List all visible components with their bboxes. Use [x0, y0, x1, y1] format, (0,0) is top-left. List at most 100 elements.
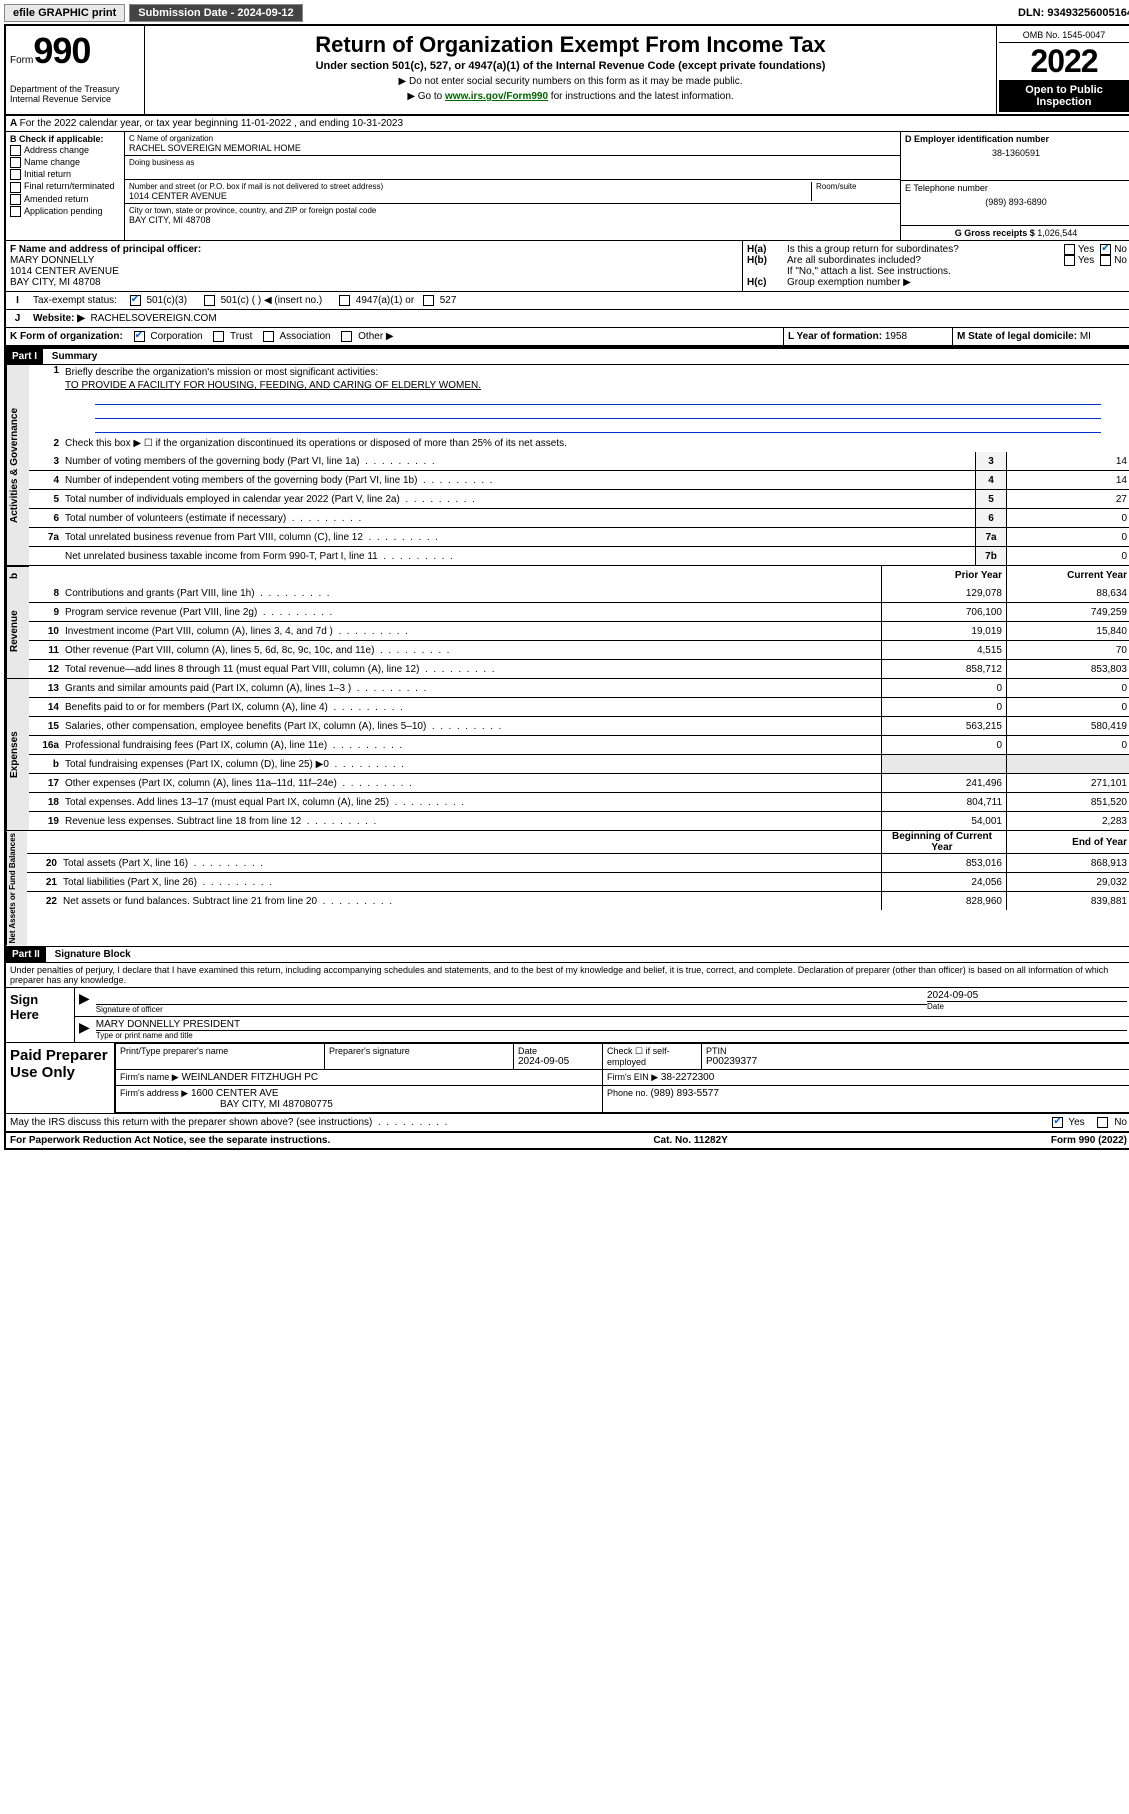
footer-right: Form 990 (2022)	[1051, 1135, 1127, 1146]
form-title: Return of Organization Exempt From Incom…	[153, 32, 988, 58]
may-yes[interactable]	[1052, 1117, 1063, 1128]
chk-4947[interactable]	[339, 295, 350, 306]
form-note-2: ▶ Go to www.irs.gov/Form990 for instruct…	[153, 91, 988, 102]
prep-date: 2024-09-05	[518, 1056, 598, 1067]
col-header-row: b Prior Year Current Year	[6, 565, 1129, 584]
summary-line: 19Revenue less expenses. Subtract line 1…	[29, 812, 1129, 830]
footer-center: Cat. No. 11282Y	[653, 1135, 727, 1146]
chk-corp[interactable]	[134, 331, 145, 342]
top-bar: efile GRAPHIC print Submission Date - 20…	[4, 4, 1129, 22]
chk-initial-return[interactable]: Initial return	[10, 169, 120, 180]
open-public-badge: Open to Public Inspection	[999, 80, 1129, 112]
subdate-value: 2024-09-12	[237, 7, 293, 19]
gross-receipts-cell: G Gross receipts $ 1,026,544	[901, 226, 1129, 240]
chk-amended-return[interactable]: Amended return	[10, 194, 120, 205]
firm-addr2: BAY CITY, MI 487080775	[220, 1099, 333, 1110]
form-header: Form990 Department of the Treasury Inter…	[6, 26, 1129, 116]
may-discuss-row: May the IRS discuss this return with the…	[6, 1114, 1129, 1131]
ha-yes[interactable]	[1064, 244, 1075, 255]
form-subtitle: Under section 501(c), 527, or 4947(a)(1)…	[153, 60, 988, 72]
summary-line: 5Total number of individuals employed in…	[29, 490, 1129, 509]
summary-line: 12Total revenue—add lines 8 through 11 (…	[29, 660, 1129, 678]
chk-other[interactable]	[341, 331, 352, 342]
tax-year: 2022	[999, 43, 1129, 80]
dba-cell: Doing business as	[125, 156, 900, 180]
paid-preparer-label: Paid Preparer Use Only	[6, 1043, 115, 1113]
row-i-tax-status: I Tax-exempt status: 501(c)(3) 501(c) ( …	[6, 292, 1129, 310]
org-city: BAY CITY, MI 48708	[129, 215, 896, 225]
chk-assoc[interactable]	[263, 331, 274, 342]
irs-link[interactable]: www.irs.gov/Form990	[445, 91, 548, 102]
website-value: RACHELSOVEREIGN.COM	[91, 313, 217, 324]
vlabel-revenue: Revenue	[6, 584, 29, 678]
form-container: Form990 Department of the Treasury Inter…	[4, 24, 1129, 1150]
org-address: 1014 CENTER AVENUE	[129, 191, 811, 201]
summary-line: Net unrelated business taxable income fr…	[29, 547, 1129, 565]
submission-date-button[interactable]: Submission Date - 2024-09-12	[129, 4, 302, 22]
col-b-checkboxes: B Check if applicable: Address change Na…	[6, 132, 125, 240]
phone-value: (989) 893-6890	[905, 197, 1127, 207]
chk-trust[interactable]	[213, 331, 224, 342]
mission-text: TO PROVIDE A FACILITY FOR HOUSING, FEEDI…	[65, 380, 481, 391]
summary-line: 18Total expenses. Add lines 13–17 (must …	[29, 793, 1129, 812]
summary-line: 21Total liabilities (Part X, line 26)24,…	[27, 873, 1129, 892]
chk-address-change[interactable]: Address change	[10, 145, 120, 156]
section-bcd: B Check if applicable: Address change Na…	[6, 132, 1129, 241]
firm-ein: 38-2272300	[661, 1072, 714, 1083]
arrow-icon: ▶	[79, 990, 90, 1014]
subdate-label: Submission Date -	[138, 7, 237, 19]
footer: For Paperwork Reduction Act Notice, see …	[6, 1131, 1129, 1148]
current-year-head: Current Year	[1006, 566, 1129, 584]
row-j-website: J Website: ▶ RACHELSOVEREIGN.COM	[6, 310, 1129, 328]
vlabel-governance: Activities & Governance	[6, 365, 29, 565]
form-prefix: Form	[10, 55, 33, 66]
summary-line: 20Total assets (Part X, line 16)853,0168…	[27, 854, 1129, 873]
chk-name-change[interactable]: Name change	[10, 157, 120, 168]
header-left: Form990 Department of the Treasury Inter…	[6, 26, 145, 114]
firm-name: WEINLANDER FITZHUGH PC	[181, 1072, 318, 1083]
line1-label: Briefly describe the organization's miss…	[65, 365, 1129, 380]
chk-501c3[interactable]	[130, 295, 141, 306]
ein-cell: D Employer identification number 38-1360…	[901, 132, 1129, 181]
addr-cell: Number and street (or P.O. box if mail i…	[125, 180, 900, 204]
ein-value: 38-1360591	[905, 148, 1127, 158]
prior-year-head: Prior Year	[881, 566, 1006, 584]
name-title-label: Type or print name and title	[96, 1030, 1127, 1040]
summary-line: 22Net assets or fund balances. Subtract …	[27, 892, 1129, 910]
date-label: Date	[927, 1001, 1127, 1011]
row-klm: K Form of organization: Corporation Trus…	[6, 328, 1129, 347]
section-governance: Activities & Governance 1 Briefly descri…	[6, 365, 1129, 565]
may-no[interactable]	[1097, 1117, 1108, 1128]
header-right: OMB No. 1545-0047 2022 Open to Public In…	[997, 26, 1129, 114]
summary-line: 3Number of voting members of the governi…	[29, 452, 1129, 471]
ha-no[interactable]	[1100, 244, 1111, 255]
f-officer: F Name and address of principal officer:…	[6, 241, 743, 291]
row-a-tax-year: A For the 2022 calendar year, or tax yea…	[6, 116, 1129, 132]
summary-line: 17Other expenses (Part IX, column (A), l…	[29, 774, 1129, 793]
gross-receipts-value: 1,026,544	[1037, 228, 1077, 238]
chk-501c[interactable]	[204, 295, 215, 306]
sign-here-block: Sign Here ▶ Signature of officer 2024-09…	[6, 988, 1129, 1043]
chk-final-return[interactable]: Final return/terminated	[10, 181, 120, 192]
chk-application-pending[interactable]: Application pending	[10, 206, 120, 217]
b-label: B Check if applicable:	[10, 134, 120, 144]
hb-no[interactable]	[1100, 255, 1111, 266]
part-i-bar: Part I Summary	[6, 347, 1129, 365]
chk-527[interactable]	[423, 295, 434, 306]
part-i-title: Summary	[52, 351, 98, 362]
vlabel-expenses: Expenses	[6, 679, 29, 830]
vlabel-net: Net Assets or Fund Balances	[6, 831, 27, 945]
efile-button[interactable]: efile GRAPHIC print	[4, 4, 125, 22]
dln: DLN: 93493256005164	[1018, 7, 1129, 19]
sig-officer-label: Signature of officer	[96, 1004, 927, 1014]
hb-yes[interactable]	[1064, 255, 1075, 266]
summary-line: 13Grants and similar amounts paid (Part …	[29, 679, 1129, 698]
year-formation: 1958	[885, 331, 907, 342]
row-fh: F Name and address of principal officer:…	[6, 241, 1129, 292]
summary-line: 9Program service revenue (Part VIII, lin…	[29, 603, 1129, 622]
summary-line: 11Other revenue (Part VIII, column (A), …	[29, 641, 1129, 660]
h-group: H(a)Is this a group return for subordina…	[743, 241, 1129, 291]
col-d-ein: D Employer identification number 38-1360…	[901, 132, 1129, 240]
summary-line: 14Benefits paid to or for members (Part …	[29, 698, 1129, 717]
firm-addr1: 1600 CENTER AVE	[191, 1088, 279, 1099]
